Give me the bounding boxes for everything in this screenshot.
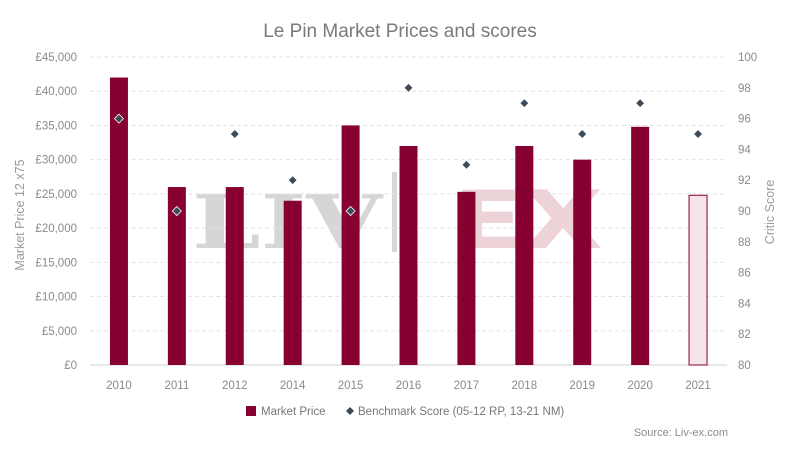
point-benchmark-score-2011 bbox=[171, 205, 182, 217]
point-benchmark-score-2012 bbox=[229, 128, 240, 140]
liv-ex-watermark-logo: LIV EX bbox=[192, 172, 603, 267]
right-axis-ticks: 80 82 84 86 88 90 92 94 96 98 100 bbox=[738, 52, 757, 372]
left-axis-tick-label: £25,000 bbox=[35, 189, 77, 201]
point-benchmark-score-2015 bbox=[345, 205, 356, 217]
legend-swatch-benchmark-score-diamond-icon bbox=[346, 407, 354, 415]
source-note: Source: Liv-ex.com bbox=[634, 427, 728, 439]
left-axis-tick-label: £40,000 bbox=[35, 86, 77, 98]
x-axis-tick-label: 2016 bbox=[396, 380, 422, 392]
right-axis-tick-label: 82 bbox=[738, 329, 751, 341]
point-benchmark-score-2014 bbox=[287, 175, 298, 186]
right-axis-tick-label: 96 bbox=[738, 114, 751, 126]
bar-market-price-2020 bbox=[631, 126, 650, 366]
bar-market-price-2018 bbox=[515, 145, 534, 365]
left-axis-tick-label: £5,000 bbox=[42, 326, 77, 338]
right-axis-tick-label: 88 bbox=[738, 237, 751, 249]
bar-market-price-2021 bbox=[688, 194, 708, 366]
right-axis-title: Critic Score bbox=[763, 180, 777, 245]
bar-market-price-2012 bbox=[225, 187, 244, 365]
point-benchmark-score-2010 bbox=[113, 113, 125, 124]
bar-market-price-2016 bbox=[399, 145, 418, 365]
watermark-divider bbox=[392, 172, 397, 252]
x-axis-tick-label: 2017 bbox=[454, 380, 480, 392]
price-bars bbox=[109, 77, 708, 366]
left-axis-tick-label: £35,000 bbox=[35, 120, 77, 132]
x-axis-tick-label: 2010 bbox=[106, 380, 132, 392]
point-benchmark-score-2020 bbox=[635, 98, 646, 109]
right-axis-tick-label: 80 bbox=[738, 360, 751, 372]
legend-label-benchmark-score: Benchmark Score (05-12 RP, 13-21 NM) bbox=[358, 406, 564, 418]
left-axis-tick-label: £15,000 bbox=[35, 257, 77, 269]
right-axis-tick-label: 94 bbox=[738, 144, 751, 156]
bar-market-price-2015 bbox=[341, 125, 360, 365]
point-benchmark-score-2018 bbox=[519, 98, 530, 109]
right-axis-tick-label: 98 bbox=[738, 83, 751, 95]
right-axis-tick-label: 100 bbox=[738, 52, 757, 64]
point-benchmark-score-2021 bbox=[692, 128, 704, 140]
point-benchmark-score-2019 bbox=[577, 128, 588, 140]
x-axis-tick-label: 2021 bbox=[685, 380, 711, 392]
point-benchmark-score-2016 bbox=[403, 82, 414, 93]
x-axis-tick-label: 2018 bbox=[512, 380, 538, 392]
x-axis-ticks: 2010 2011 2012 2014 2015 2016 2017 2018 2019 2020… bbox=[106, 380, 711, 392]
point-benchmark-score-2017 bbox=[461, 159, 472, 170]
right-axis-tick-label: 90 bbox=[738, 206, 751, 218]
right-axis-tick-label: 84 bbox=[738, 298, 751, 310]
legend-label-market-price: Market Price bbox=[261, 406, 326, 418]
x-axis-tick-label: 2011 bbox=[164, 380, 189, 392]
x-axis-tick-label: 2019 bbox=[569, 380, 595, 392]
bar-market-price-2014 bbox=[283, 200, 302, 365]
x-axis-tick-label: 2020 bbox=[627, 380, 653, 392]
chart-legend: Market Price Benchmark Score (05-12 RP, … bbox=[246, 406, 564, 418]
left-axis-title: Market Price 12 x75 bbox=[13, 159, 27, 270]
bar-market-price-2010 bbox=[109, 77, 128, 366]
left-axis-tick-label: £45,000 bbox=[35, 52, 77, 64]
bar-market-price-2011 bbox=[167, 187, 186, 365]
x-axis-tick-label: 2014 bbox=[280, 380, 306, 392]
left-axis-ticks: £0 £5,000 £10,000 £15,000 £20,000 £25,000 £30,… bbox=[35, 52, 77, 372]
bar-market-price-2019 bbox=[573, 159, 592, 365]
bar-market-price-2017 bbox=[457, 191, 476, 365]
x-axis-tick-label: 2015 bbox=[338, 380, 364, 392]
score-points bbox=[113, 82, 704, 217]
right-axis-tick-label: 86 bbox=[738, 268, 751, 280]
left-axis-tick-label: £0 bbox=[64, 360, 77, 372]
right-axis-tick-label: 92 bbox=[738, 175, 751, 187]
chart-title: Le Pin Market Prices and scores bbox=[263, 21, 537, 42]
left-axis-tick-label: £30,000 bbox=[35, 155, 77, 167]
left-axis-tick-label: £10,000 bbox=[35, 292, 77, 304]
left-axis-tick-label: £20,000 bbox=[35, 223, 77, 235]
x-axis-tick-label: 2012 bbox=[222, 380, 248, 392]
legend-swatch-market-price bbox=[246, 406, 256, 416]
